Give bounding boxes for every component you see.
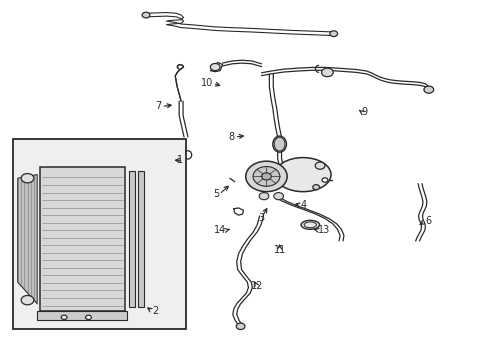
Text: 7: 7 [155, 102, 161, 112]
Circle shape [329, 31, 337, 37]
Text: 1: 1 [177, 155, 183, 165]
Circle shape [259, 193, 268, 200]
Bar [129, 171, 135, 307]
Ellipse shape [261, 173, 271, 180]
Bar [40, 167, 125, 311]
Ellipse shape [304, 222, 316, 228]
Circle shape [21, 296, 34, 305]
Circle shape [236, 323, 244, 329]
Text: 12: 12 [250, 281, 263, 291]
Circle shape [423, 86, 433, 93]
Text: 4: 4 [300, 200, 306, 210]
Text: 5: 5 [212, 189, 219, 199]
Ellipse shape [245, 161, 286, 192]
Text: 14: 14 [213, 225, 225, 235]
Text: 10: 10 [200, 78, 212, 88]
Circle shape [61, 315, 67, 319]
Ellipse shape [274, 137, 285, 151]
Polygon shape [18, 175, 37, 304]
Circle shape [142, 12, 150, 18]
Text: 9: 9 [361, 107, 367, 117]
Circle shape [312, 185, 319, 190]
Bar [13, 139, 185, 329]
Bar [138, 171, 144, 307]
Ellipse shape [252, 167, 279, 186]
Text: 2: 2 [152, 306, 158, 316]
Text: 11: 11 [273, 245, 285, 255]
Text: 8: 8 [228, 132, 234, 142]
Text: 3: 3 [258, 213, 264, 222]
Text: 6: 6 [424, 216, 430, 226]
Circle shape [273, 193, 283, 200]
Ellipse shape [301, 220, 319, 229]
Ellipse shape [272, 136, 286, 152]
Bar [37, 311, 127, 320]
Circle shape [21, 174, 34, 183]
Text: 13: 13 [317, 225, 329, 235]
Circle shape [315, 162, 325, 169]
Circle shape [321, 68, 332, 77]
Circle shape [85, 315, 91, 319]
Circle shape [210, 63, 220, 71]
Circle shape [322, 178, 327, 182]
Ellipse shape [274, 158, 330, 192]
